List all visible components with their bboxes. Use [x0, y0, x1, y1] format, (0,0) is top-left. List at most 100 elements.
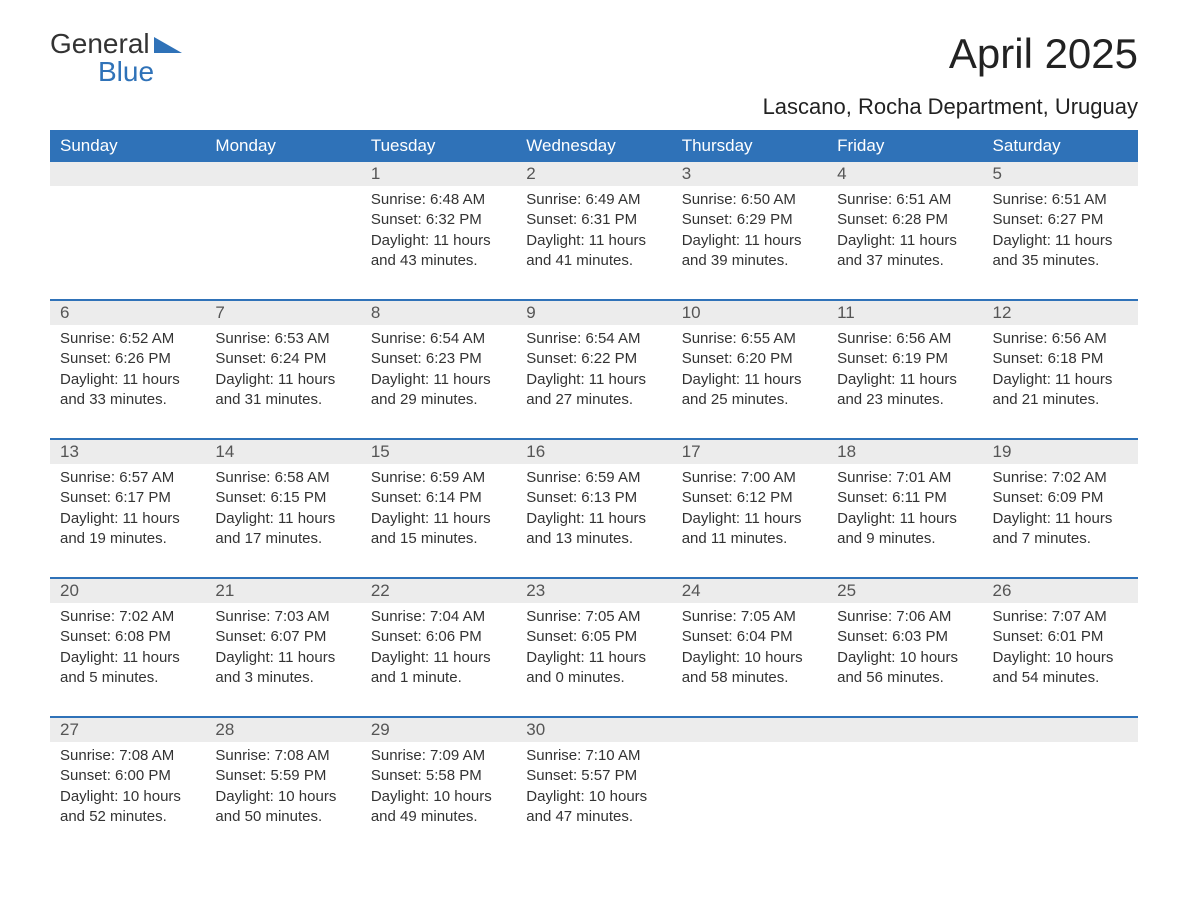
- dl2-text: and 52 minutes.: [60, 807, 195, 827]
- sunrise-text: Sunrise: 7:00 AM: [682, 468, 817, 488]
- logo-text-general: General: [50, 30, 150, 58]
- dl2-text: and 47 minutes.: [526, 807, 661, 827]
- sunrise-text: Sunrise: 6:54 AM: [526, 329, 661, 349]
- dl2-text: and 27 minutes.: [526, 390, 661, 410]
- day-number: 17: [672, 439, 827, 464]
- day-cell: Sunrise: 6:59 AMSunset: 6:14 PMDaylight:…: [361, 464, 516, 578]
- day-number: 1: [361, 162, 516, 186]
- dl2-text: and 25 minutes.: [682, 390, 817, 410]
- sunrise-text: Sunrise: 6:48 AM: [371, 190, 506, 210]
- day-number: 28: [205, 717, 360, 742]
- day-cell: Sunrise: 7:07 AMSunset: 6:01 PMDaylight:…: [983, 603, 1138, 717]
- sunset-text: Sunset: 6:17 PM: [60, 488, 195, 508]
- day-header-row: Sunday Monday Tuesday Wednesday Thursday…: [50, 130, 1138, 162]
- dl2-text: and 39 minutes.: [682, 251, 817, 271]
- sunset-text: Sunset: 6:12 PM: [682, 488, 817, 508]
- sunset-text: Sunset: 6:04 PM: [682, 627, 817, 647]
- sunrise-text: Sunrise: 6:51 AM: [837, 190, 972, 210]
- dl1-text: Daylight: 11 hours: [60, 509, 195, 529]
- sunset-text: Sunset: 5:58 PM: [371, 766, 506, 786]
- sunset-text: Sunset: 6:29 PM: [682, 210, 817, 230]
- day-number: 24: [672, 578, 827, 603]
- month-title: April 2025: [949, 30, 1138, 78]
- day-number: 4: [827, 162, 982, 186]
- sunrise-text: Sunrise: 6:52 AM: [60, 329, 195, 349]
- day-cell: Sunrise: 6:51 AMSunset: 6:27 PMDaylight:…: [983, 186, 1138, 300]
- sunrise-text: Sunrise: 6:49 AM: [526, 190, 661, 210]
- day-number: 11: [827, 300, 982, 325]
- dl2-text: and 0 minutes.: [526, 668, 661, 688]
- dl2-text: and 11 minutes.: [682, 529, 817, 549]
- dl2-text: and 50 minutes.: [215, 807, 350, 827]
- sunset-text: Sunset: 6:24 PM: [215, 349, 350, 369]
- day-cell: Sunrise: 7:05 AMSunset: 6:04 PMDaylight:…: [672, 603, 827, 717]
- day-cell: [672, 742, 827, 855]
- title-block: April 2025: [949, 30, 1138, 78]
- logo: General Blue: [50, 30, 182, 86]
- day-cell: Sunrise: 6:54 AMSunset: 6:22 PMDaylight:…: [516, 325, 671, 439]
- dl2-text: and 7 minutes.: [993, 529, 1128, 549]
- sunset-text: Sunset: 6:13 PM: [526, 488, 661, 508]
- day-cell: Sunrise: 6:58 AMSunset: 6:15 PMDaylight:…: [205, 464, 360, 578]
- day-header: Monday: [205, 130, 360, 162]
- day-detail-row: Sunrise: 7:02 AMSunset: 6:08 PMDaylight:…: [50, 603, 1138, 717]
- dl2-text: and 54 minutes.: [993, 668, 1128, 688]
- dl2-text: and 49 minutes.: [371, 807, 506, 827]
- day-number: [983, 717, 1138, 742]
- sunrise-text: Sunrise: 6:51 AM: [993, 190, 1128, 210]
- day-number: 27: [50, 717, 205, 742]
- sunset-text: Sunset: 6:15 PM: [215, 488, 350, 508]
- day-detail-row: Sunrise: 6:57 AMSunset: 6:17 PMDaylight:…: [50, 464, 1138, 578]
- sunrise-text: Sunrise: 6:57 AM: [60, 468, 195, 488]
- sunset-text: Sunset: 6:00 PM: [60, 766, 195, 786]
- day-number: 3: [672, 162, 827, 186]
- logo-triangle-icon: [154, 30, 182, 58]
- day-detail-row: Sunrise: 6:52 AMSunset: 6:26 PMDaylight:…: [50, 325, 1138, 439]
- sunrise-text: Sunrise: 7:01 AM: [837, 468, 972, 488]
- calendar-table: Sunday Monday Tuesday Wednesday Thursday…: [50, 130, 1138, 855]
- sunrise-text: Sunrise: 7:08 AM: [60, 746, 195, 766]
- day-detail-row: Sunrise: 7:08 AMSunset: 6:00 PMDaylight:…: [50, 742, 1138, 855]
- day-cell: Sunrise: 7:03 AMSunset: 6:07 PMDaylight:…: [205, 603, 360, 717]
- sunset-text: Sunset: 5:59 PM: [215, 766, 350, 786]
- day-header: Saturday: [983, 130, 1138, 162]
- dl2-text: and 3 minutes.: [215, 668, 350, 688]
- dl1-text: Daylight: 11 hours: [371, 648, 506, 668]
- dl2-text: and 23 minutes.: [837, 390, 972, 410]
- dl1-text: Daylight: 10 hours: [993, 648, 1128, 668]
- day-number: 10: [672, 300, 827, 325]
- day-number-row: 27282930: [50, 717, 1138, 742]
- day-number: 16: [516, 439, 671, 464]
- day-cell: Sunrise: 7:08 AMSunset: 6:00 PMDaylight:…: [50, 742, 205, 855]
- sunrise-text: Sunrise: 7:08 AM: [215, 746, 350, 766]
- day-header: Friday: [827, 130, 982, 162]
- sunset-text: Sunset: 6:07 PM: [215, 627, 350, 647]
- dl1-text: Daylight: 11 hours: [526, 370, 661, 390]
- dl1-text: Daylight: 10 hours: [837, 648, 972, 668]
- dl1-text: Daylight: 11 hours: [60, 648, 195, 668]
- day-number: 12: [983, 300, 1138, 325]
- sunrise-text: Sunrise: 7:05 AM: [682, 607, 817, 627]
- day-header: Wednesday: [516, 130, 671, 162]
- dl2-text: and 56 minutes.: [837, 668, 972, 688]
- sunrise-text: Sunrise: 7:04 AM: [371, 607, 506, 627]
- day-cell: [205, 186, 360, 300]
- sunset-text: Sunset: 6:11 PM: [837, 488, 972, 508]
- sunset-text: Sunset: 6:20 PM: [682, 349, 817, 369]
- dl1-text: Daylight: 11 hours: [526, 509, 661, 529]
- sunrise-text: Sunrise: 6:54 AM: [371, 329, 506, 349]
- sunrise-text: Sunrise: 7:02 AM: [60, 607, 195, 627]
- sunrise-text: Sunrise: 6:56 AM: [837, 329, 972, 349]
- day-header: Tuesday: [361, 130, 516, 162]
- dl2-text: and 58 minutes.: [682, 668, 817, 688]
- sunset-text: Sunset: 6:14 PM: [371, 488, 506, 508]
- dl1-text: Daylight: 11 hours: [993, 370, 1128, 390]
- dl2-text: and 35 minutes.: [993, 251, 1128, 271]
- dl1-text: Daylight: 11 hours: [837, 509, 972, 529]
- dl2-text: and 13 minutes.: [526, 529, 661, 549]
- sunset-text: Sunset: 6:03 PM: [837, 627, 972, 647]
- dl1-text: Daylight: 11 hours: [526, 231, 661, 251]
- day-cell: Sunrise: 6:56 AMSunset: 6:19 PMDaylight:…: [827, 325, 982, 439]
- dl2-text: and 37 minutes.: [837, 251, 972, 271]
- day-cell: Sunrise: 7:00 AMSunset: 6:12 PMDaylight:…: [672, 464, 827, 578]
